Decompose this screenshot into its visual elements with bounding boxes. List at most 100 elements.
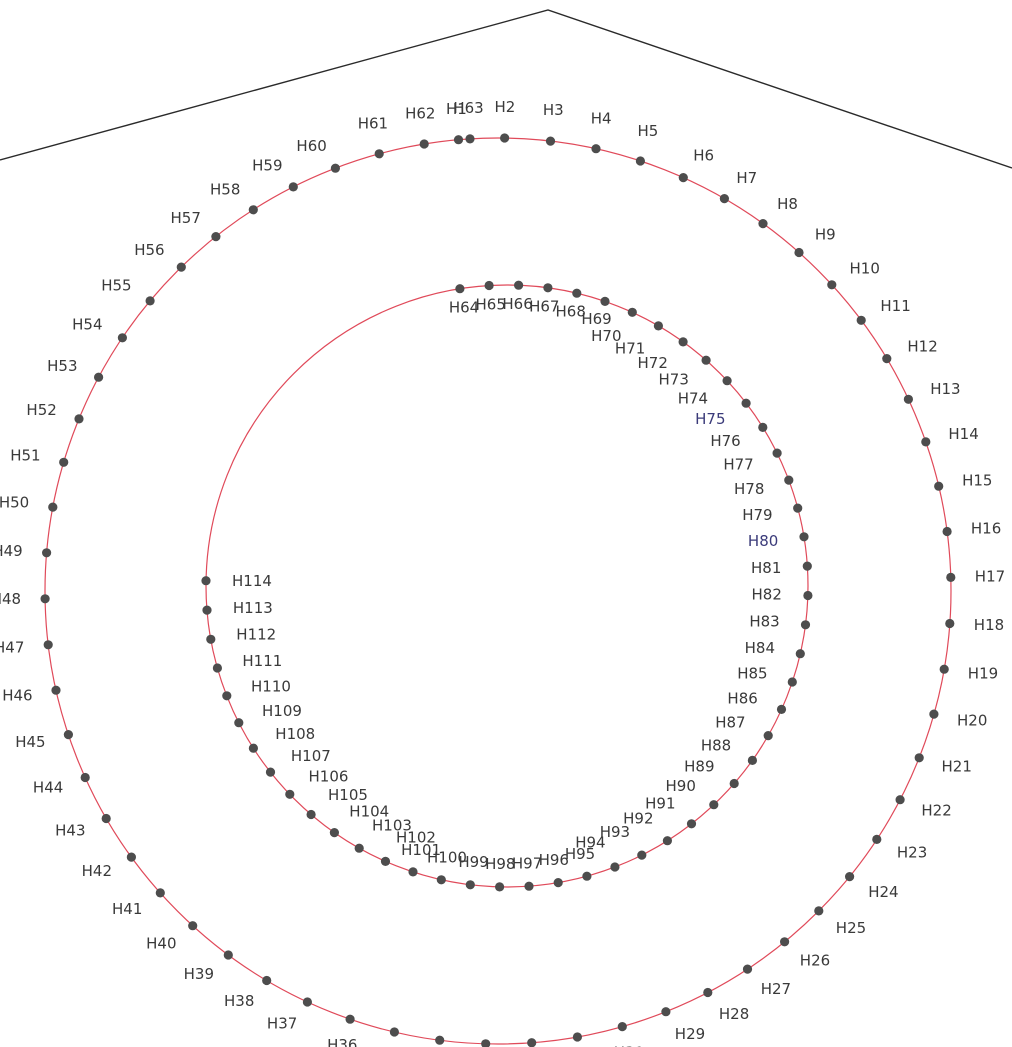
point-label-h7: H7 bbox=[736, 169, 757, 187]
point-marker-h57 bbox=[211, 232, 221, 242]
outer-ring-points: H1 H2 H3 H4 H5 H6 H7 H8 H9 H10 H11 H12 H13 H14 H15 H16 H… bbox=[0, 98, 1005, 1047]
point-label-h27: H27 bbox=[761, 980, 791, 998]
point-label-h40: H40 bbox=[146, 934, 176, 952]
point-marker-h2 bbox=[500, 133, 510, 143]
point-label-h72: H72 bbox=[638, 354, 668, 372]
point-marker-h71 bbox=[653, 321, 664, 331]
point-marker-h103 bbox=[354, 843, 364, 853]
point-marker-h3 bbox=[545, 136, 556, 146]
point-label-h91: H91 bbox=[645, 794, 675, 812]
point-marker-h81 bbox=[802, 561, 812, 571]
point-marker-h48 bbox=[40, 594, 50, 604]
point-marker-h7 bbox=[719, 194, 730, 204]
point-label-h81: H81 bbox=[751, 559, 781, 577]
point-label-h55: H55 bbox=[101, 277, 131, 295]
point-marker-h76 bbox=[758, 422, 768, 432]
point-marker-h31 bbox=[572, 1032, 583, 1042]
point-marker-h58 bbox=[248, 205, 258, 215]
point-label-h5: H5 bbox=[637, 122, 658, 140]
point-marker-h16 bbox=[942, 526, 952, 537]
point-label-h23: H23 bbox=[897, 844, 927, 862]
point-marker-h1 bbox=[453, 135, 464, 145]
point-marker-h55 bbox=[145, 296, 155, 306]
point-label-h73: H73 bbox=[659, 371, 689, 389]
point-marker-h36 bbox=[345, 1014, 355, 1024]
point-marker-h100 bbox=[436, 875, 446, 885]
point-marker-h61 bbox=[374, 149, 384, 159]
point-label-h54: H54 bbox=[72, 315, 102, 333]
point-label-h15: H15 bbox=[962, 472, 992, 490]
point-label-h1: H1 bbox=[446, 100, 467, 118]
point-marker-h86 bbox=[776, 704, 787, 715]
point-marker-h47 bbox=[43, 640, 53, 650]
point-marker-h49 bbox=[42, 548, 52, 558]
point-marker-h72 bbox=[678, 337, 688, 347]
point-label-h101: H101 bbox=[401, 841, 441, 859]
point-label-h44: H44 bbox=[33, 778, 63, 796]
point-label-h96: H96 bbox=[539, 851, 569, 869]
point-label-h43: H43 bbox=[55, 822, 85, 840]
point-label-h42: H42 bbox=[82, 862, 112, 880]
point-marker-h102 bbox=[380, 856, 391, 867]
point-label-h95: H95 bbox=[565, 845, 595, 863]
point-marker-h38 bbox=[262, 975, 272, 986]
point-marker-h20 bbox=[929, 709, 939, 719]
point-label-h57: H57 bbox=[171, 209, 201, 227]
point-label-h93: H93 bbox=[600, 823, 630, 841]
point-marker-h22 bbox=[895, 795, 905, 805]
point-marker-h77 bbox=[772, 448, 782, 458]
point-label-h99: H99 bbox=[458, 853, 488, 871]
point-marker-h5 bbox=[635, 156, 646, 166]
point-label-h79: H79 bbox=[742, 506, 772, 524]
point-marker-h50 bbox=[48, 502, 58, 512]
point-marker-h84 bbox=[795, 649, 805, 659]
point-marker-h32 bbox=[527, 1038, 537, 1047]
point-label-h4: H4 bbox=[591, 109, 612, 127]
point-marker-h11 bbox=[856, 315, 866, 325]
point-marker-h25 bbox=[814, 906, 824, 916]
point-marker-h29 bbox=[661, 1007, 671, 1017]
point-marker-h40 bbox=[188, 921, 198, 931]
point-label-h98: H98 bbox=[485, 855, 515, 873]
point-marker-h56 bbox=[176, 262, 186, 272]
point-label-h111: H111 bbox=[242, 652, 282, 670]
point-marker-h33 bbox=[481, 1039, 491, 1047]
point-marker-h19 bbox=[939, 664, 949, 674]
point-marker-h88 bbox=[747, 755, 758, 766]
point-marker-h30 bbox=[617, 1022, 627, 1032]
point-label-h50: H50 bbox=[0, 494, 29, 512]
point-marker-h43 bbox=[101, 813, 111, 824]
point-marker-h23 bbox=[872, 834, 882, 845]
point-marker-h37 bbox=[302, 997, 312, 1007]
point-label-h92: H92 bbox=[623, 810, 653, 828]
point-label-h26: H26 bbox=[800, 951, 830, 969]
point-marker-h21 bbox=[914, 753, 924, 763]
point-marker-h60 bbox=[330, 163, 340, 173]
point-marker-h63 bbox=[465, 134, 475, 144]
point-marker-h110 bbox=[222, 691, 232, 701]
point-label-h62: H62 bbox=[405, 104, 435, 122]
point-label-h102: H102 bbox=[396, 829, 436, 847]
point-marker-h35 bbox=[389, 1027, 399, 1037]
point-label-h9: H9 bbox=[815, 226, 836, 244]
point-marker-h6 bbox=[678, 173, 688, 183]
point-label-h109: H109 bbox=[262, 702, 302, 720]
point-label-h68: H68 bbox=[556, 303, 586, 321]
point-label-h60: H60 bbox=[296, 137, 326, 155]
point-marker-h98 bbox=[495, 882, 505, 892]
point-marker-h4 bbox=[591, 144, 601, 154]
point-label-h112: H112 bbox=[236, 626, 276, 644]
point-label-h8: H8 bbox=[777, 195, 798, 213]
point-label-h22: H22 bbox=[921, 802, 951, 820]
point-marker-h62 bbox=[419, 139, 429, 149]
point-label-h19: H19 bbox=[968, 664, 998, 682]
point-label-h12: H12 bbox=[907, 337, 937, 355]
point-label-h24: H24 bbox=[868, 883, 898, 901]
point-marker-h104 bbox=[329, 828, 339, 838]
point-marker-h107 bbox=[265, 767, 276, 777]
point-label-h67: H67 bbox=[529, 298, 559, 316]
point-marker-h51 bbox=[59, 457, 69, 467]
point-marker-h108 bbox=[248, 743, 258, 753]
point-label-h104: H104 bbox=[349, 802, 389, 820]
